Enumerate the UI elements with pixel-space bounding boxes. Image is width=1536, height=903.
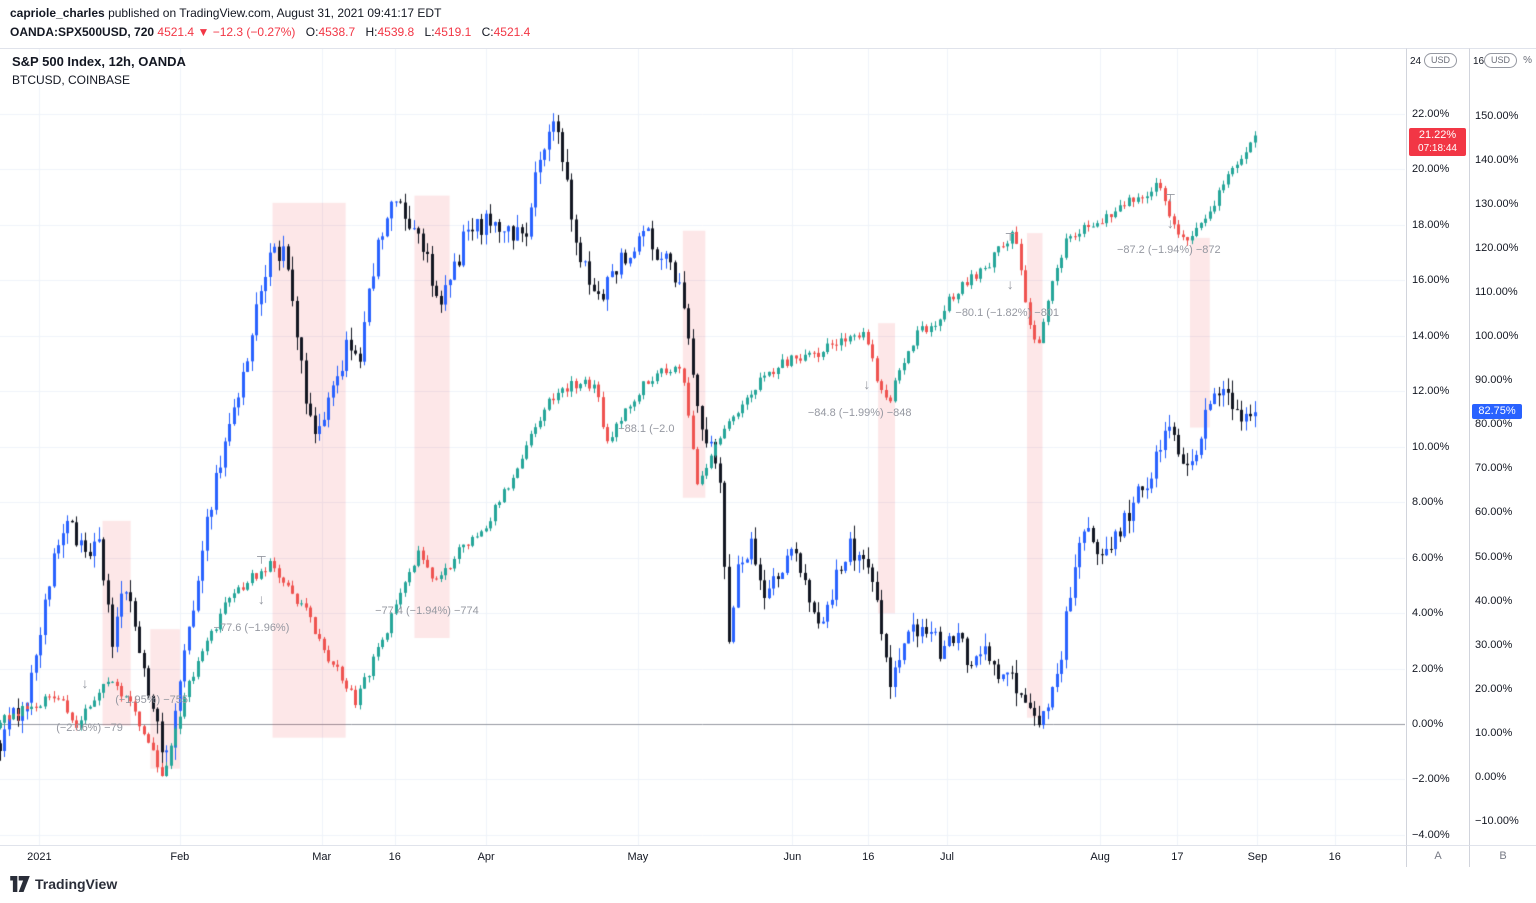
price-tick-label: 140.00% [1475,154,1519,167]
spx-badge-countdown: 07:18:44 [1418,142,1457,154]
price-scale-btc[interactable]: 16 USD % 82.75% 150.00% 140.00% 130.00% 120… [1469,48,1536,845]
close-value: 4521.4 [493,24,531,39]
time-axis-label: 16 [1328,851,1341,863]
price-tick-label: 100.00% [1475,330,1519,343]
chart-legend[interactable]: S&P 500 Index, 12h, OANDA BTCUSD, COINBA… [12,54,186,87]
ohlc-low: L:4519.1 [425,25,472,39]
price-tick-label: −10.00% [1475,814,1519,827]
footer: TradingView [10,876,117,892]
time-axis-label: Jul [939,851,954,863]
price-tick-label: 6.00% [1412,551,1444,564]
attribution-line: capriole_charles published on TradingVie… [10,6,530,22]
high-value: 4539.8 [377,24,415,39]
attribution-user: capriole_charles [10,6,105,20]
price-tick-label: 120.00% [1475,242,1519,255]
percent-toggle-label[interactable]: % [1523,55,1532,66]
price-tick-label: 16.00% [1412,274,1450,287]
price-tick-label: 10.00% [1475,726,1513,739]
symbol-name: OANDA:SPX500USD, 720 [10,24,155,39]
legend-btc[interactable]: BTCUSD, COINBASE [12,73,131,87]
time-axis-label: Jun [783,851,802,863]
btc-price-badge: 82.75% [1472,404,1522,420]
scale-top-partial-tick: 24 [1410,56,1422,67]
price-tick-label: 14.00% [1412,329,1450,342]
price-tick-label: 90.00% [1475,374,1513,387]
price-tick-label: 150.00% [1475,109,1519,122]
time-axis-label: 16 [862,851,875,863]
low-value: 4519.1 [434,24,472,39]
last-price: 4521.4 [157,24,195,39]
price-tick-label: 22.00% [1412,107,1450,120]
price-tick-label: 4.00% [1412,607,1444,620]
time-axis-label: May [627,851,649,863]
price-tick-label: 0.00% [1475,770,1507,783]
price-tick-label: −4.00% [1412,828,1450,841]
price-tick-label: 2.00% [1412,662,1444,675]
open-label: O: [305,24,319,39]
tradingview-logo-icon [10,876,30,892]
price-tick-label: 50.00% [1475,550,1513,563]
btc-badge-value: 82.75% [1478,405,1516,418]
spx-badge-value: 21.22% [1418,128,1457,141]
time-axis-label: 2021 [27,851,52,863]
open-value: 4538.7 [318,24,356,39]
usd-toggle-button[interactable]: USD [1484,53,1518,68]
price-tick-label: 70.00% [1475,462,1513,475]
price-tick-label: 10.00% [1412,440,1450,453]
attribution-text: published on TradingView.com, August 31,… [104,6,442,20]
change-arrow-icon: ▼ [197,24,210,39]
symbol-info-line: OANDA:SPX500USD, 720 4521.4 ▼ −12.3 (−0.… [10,25,530,41]
price-change: −12.3 (−0.27%) [212,24,296,39]
time-axis-label: Sep [1247,851,1268,863]
price-tick-label: 60.00% [1475,506,1513,519]
spx-countdown-badge: 21.22% 07:18:44 [1409,127,1466,156]
price-tick-label: 20.00% [1412,163,1450,176]
chart-pane[interactable]: S&P 500 Index, 12h, OANDA BTCUSD, COINBA… [0,48,1406,846]
time-axis-label: Mar [312,851,332,863]
price-tick-label: 130.00% [1475,198,1519,211]
auto-scale-button-b[interactable]: B [1469,845,1536,867]
ohlc-high: H:4539.8 [365,25,414,39]
time-axis-label: 17 [1171,851,1184,863]
price-tick-label: −2.00% [1412,773,1450,786]
time-axis-label: Aug [1090,851,1110,863]
time-axis[interactable]: 2021 Feb Mar 16 Apr May Jun 16 Jul Aug 17 Sep 16 [0,845,1406,867]
price-tick-label: 30.00% [1475,638,1513,651]
price-tick-label: 110.00% [1475,286,1518,299]
legend-spx[interactable]: S&P 500 Index, 12h, OANDA [12,54,186,69]
ohlc-close: C:4521.4 [482,25,531,39]
price-tick-label: 20.00% [1475,682,1513,695]
time-axis-label: Apr [477,851,495,863]
scale-top-partial-tick: 16 [1473,56,1485,67]
price-tick-label: 40.00% [1475,594,1513,607]
price-tick-label: 0.00% [1412,717,1444,730]
time-axis-label: 16 [388,851,401,863]
tradingview-brand-text: TradingView [35,876,118,892]
price-tick-label: 12.00% [1412,385,1450,398]
ohlc-open: O:4538.7 [306,25,355,39]
close-label: C: [481,24,494,39]
auto-scale-button-a[interactable]: A [1406,845,1469,867]
high-label: H: [365,24,378,39]
price-tick-label: 80.00% [1475,418,1513,431]
price-tick-label: 8.00% [1412,496,1444,509]
price-scale-spx[interactable]: 24 USD 21.22% 07:18:44 22.00% 20.00% 18.00… [1406,48,1469,845]
header: capriole_charles published on TradingVie… [10,6,530,40]
time-axis-label: Feb [170,851,190,863]
price-chart-canvas[interactable] [0,49,1405,846]
price-tick-label: 18.00% [1412,218,1450,231]
low-label: L: [424,24,435,39]
usd-toggle-button[interactable]: USD [1424,53,1458,68]
